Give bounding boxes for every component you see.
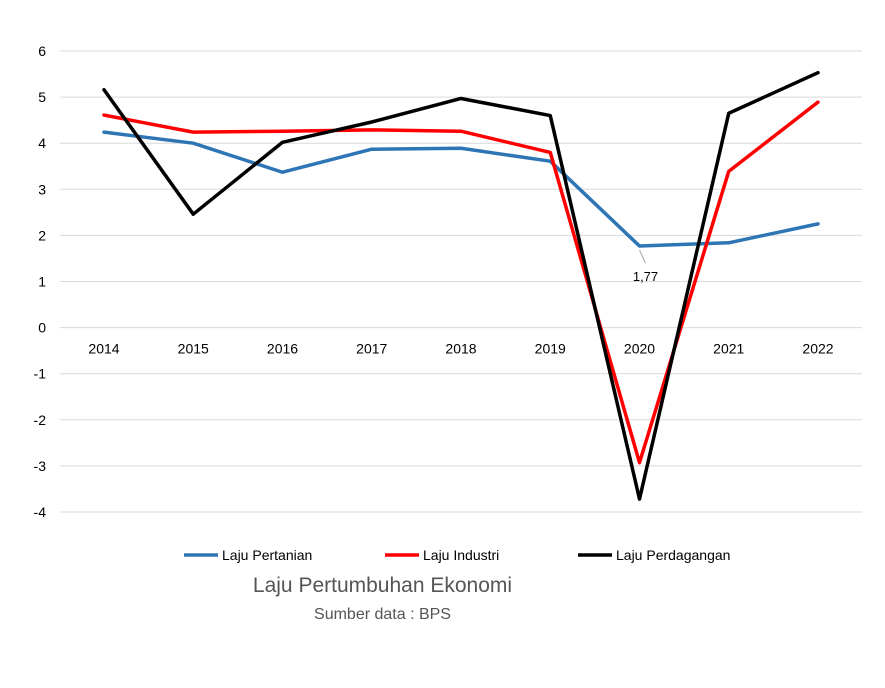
y-tick-label: -3: [34, 458, 47, 474]
x-axis-tick-labels: 2014 2015 2016 2017 2018 2019 2020 2021 2022: [88, 341, 833, 357]
x-tick-label: 2022: [802, 341, 833, 357]
series-line-2: [102, 100, 820, 465]
legend-label: Laju Perdagangan: [616, 547, 730, 563]
gridlines: [60, 50, 862, 513]
y-tick-label: 6: [38, 43, 46, 59]
data-label-leader: [639, 249, 646, 264]
y-tick-label: 0: [38, 320, 46, 336]
y-tick-label: -1: [34, 366, 47, 382]
y-tick-label: 5: [38, 89, 46, 105]
y-tick-label: 1: [38, 274, 46, 290]
x-tick-label: 2018: [445, 341, 476, 357]
legend-label: Laju Pertanian: [222, 547, 312, 563]
x-tick-label: 2016: [267, 341, 298, 357]
series-lines: [102, 70, 820, 501]
y-axis-tick-labels: 6 5 4 3 2 1 0 -1 -2 -3 -4: [34, 43, 47, 520]
legend: Laju Pertanian Laju Industri Laju Perdagan…: [184, 547, 730, 563]
data-labels: 1,77: [633, 249, 658, 284]
series-line-3: [102, 70, 820, 501]
x-tick-label: 2015: [178, 341, 209, 357]
chart-caption-source: Sumber data : BPS: [314, 606, 451, 623]
x-tick-label: 2020: [624, 341, 655, 357]
x-tick-label: 2019: [535, 341, 566, 357]
x-tick-label: 2021: [713, 341, 744, 357]
x-tick-label: 2014: [88, 341, 119, 357]
y-tick-label: 3: [38, 181, 46, 197]
y-tick-label: -4: [34, 504, 47, 520]
data-label: 1,77: [633, 269, 658, 284]
y-tick-label: 4: [38, 135, 46, 151]
y-tick-label: -2: [34, 412, 47, 428]
y-tick-label: 2: [38, 227, 46, 243]
x-tick-label: 2017: [356, 341, 387, 357]
legend-label: Laju Industri: [423, 547, 499, 563]
chart-caption-title: Laju Pertumbuhan Ekonomi: [252, 574, 513, 597]
